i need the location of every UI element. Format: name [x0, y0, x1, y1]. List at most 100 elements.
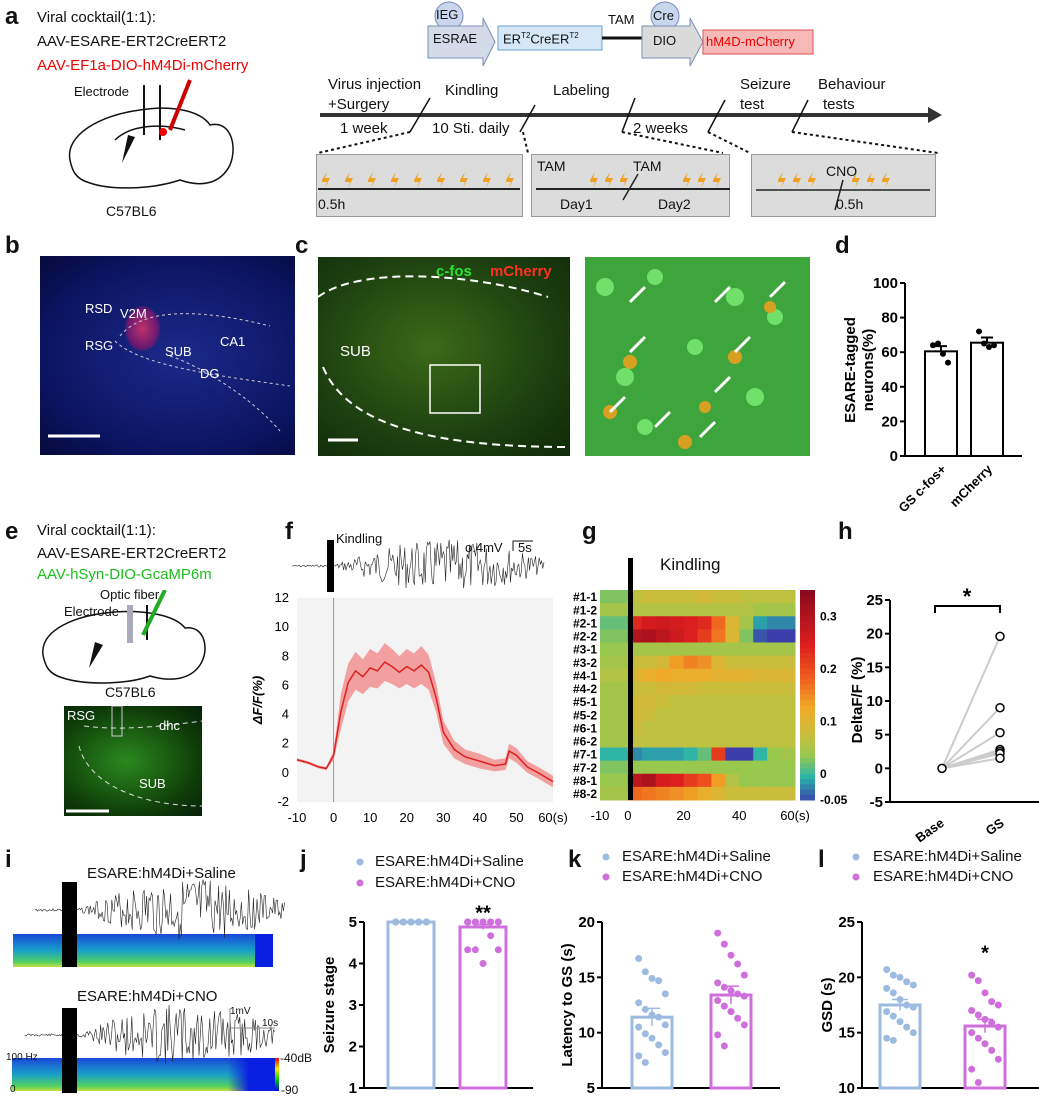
heatmap-cell	[600, 773, 615, 788]
heatmap-cell	[781, 590, 796, 604]
lightning-icon	[437, 172, 445, 188]
kindling-marker	[327, 540, 334, 592]
lightning-icon	[808, 172, 816, 188]
heatmap-cell	[613, 708, 629, 722]
db-colorbar	[275, 1058, 279, 1091]
heatmap-cell	[669, 721, 685, 735]
heatmap-cell	[697, 734, 712, 748]
data-point	[720, 983, 728, 991]
y-axis-label: neurons(%)	[860, 329, 877, 412]
panel-label-a: a	[5, 3, 19, 30]
heatmap-cell	[655, 695, 671, 709]
legend-marker	[356, 858, 364, 866]
colorbar-segment	[800, 721, 815, 727]
freq-zero: 0	[10, 1084, 16, 1095]
data-point	[986, 344, 992, 351]
virus-1: AAV-ESARE-ERT2CreERT2	[37, 33, 227, 50]
heatmap-cell	[781, 747, 796, 762]
y-tick-label: 5	[875, 727, 883, 744]
data-point	[714, 979, 722, 987]
data-point	[635, 1023, 643, 1031]
freq-top: 100 Hz	[6, 1052, 38, 1063]
heatmap-cell	[600, 708, 615, 722]
y-tick-label: 1	[349, 1080, 357, 1097]
lightning-icon	[322, 172, 330, 188]
colorbar-segment	[800, 695, 815, 701]
box2-tam2: TAM	[633, 158, 662, 174]
lightning-icon	[460, 172, 468, 188]
protocol-lines	[318, 173, 930, 211]
mcherry-label: mCherry	[490, 263, 552, 280]
heatmap-cell	[753, 734, 768, 748]
heatmap-cell	[753, 760, 768, 775]
colorbar-segment	[800, 621, 815, 628]
construct-ieg: IEG	[436, 7, 459, 22]
construct-tam: TAM	[608, 12, 635, 27]
legend-marker	[602, 853, 610, 861]
heatmap-cell	[683, 603, 698, 617]
heatmap-cell	[600, 642, 615, 657]
heatmap-cell	[711, 773, 726, 788]
heatmap-cell	[655, 734, 671, 748]
construct-ercreer: ERT2CreERT2	[503, 31, 579, 46]
data-point	[655, 1013, 663, 1021]
data-point	[968, 1029, 976, 1037]
heatmap-cell	[683, 721, 698, 735]
y-axis-label: Latency to GS (s)	[559, 943, 576, 1066]
heatmap-cell	[669, 655, 685, 670]
colorbar-segment	[800, 784, 815, 790]
y-tick-label: 4	[349, 956, 358, 973]
x-tick-label: 0	[624, 808, 631, 823]
heatmap-cell	[781, 786, 796, 801]
y-tick-label: 15	[838, 1025, 855, 1042]
data-point	[988, 1019, 996, 1027]
i-cno-label: ESARE:hM4Di+CNO	[77, 988, 218, 1005]
data-point	[720, 1042, 728, 1050]
lightning-icon	[483, 172, 491, 188]
data-point	[974, 977, 982, 985]
heatmap-cell	[781, 721, 796, 735]
event-labeling: Labeling	[553, 82, 610, 99]
y-tick-label: 20	[838, 969, 855, 986]
virus-2: AAV-EF1a-DIO-hM4Di-mCherry	[37, 57, 249, 74]
colorbar-tick-label: 0.2	[820, 662, 837, 676]
panel-label-l: l	[818, 846, 825, 873]
bar	[924, 350, 958, 457]
x-tick-label: 30	[436, 810, 450, 825]
heatmap-cell	[655, 681, 671, 696]
heatmap-cell	[781, 616, 796, 630]
data-point	[740, 992, 748, 1000]
duration-2weeks: 2 weeks	[633, 120, 689, 137]
y-tick-label: 6	[282, 677, 289, 692]
heatmap-cell	[753, 721, 768, 735]
y-tick-label: 20	[881, 413, 898, 430]
colorbar-segment	[800, 758, 815, 764]
y-tick-label: 0	[890, 448, 898, 465]
heatmap-cell	[655, 747, 671, 762]
data-point	[930, 342, 936, 349]
data-point	[903, 1001, 911, 1009]
gs-point	[995, 727, 1005, 738]
legend-marker	[356, 879, 364, 887]
row-label: #5-2	[573, 708, 597, 722]
fiber-label: Optic fiber	[100, 587, 160, 602]
lightning-icon	[368, 172, 376, 188]
heatmap-cell	[697, 590, 712, 604]
mean-trace	[296, 661, 554, 783]
row-label: #8-2	[573, 787, 597, 801]
data-point	[655, 977, 663, 985]
row-label: #6-2	[573, 735, 597, 749]
sub-label: SUB	[340, 343, 371, 360]
heatmap-cell	[697, 760, 712, 775]
heatmap-cell	[613, 655, 629, 670]
heatmap-cell	[725, 590, 740, 604]
er-sup: T2	[521, 31, 531, 40]
data-point	[994, 1055, 1002, 1063]
x-tick-label: 60(s)	[538, 810, 568, 825]
heatmap-cell	[697, 708, 712, 722]
colorbar-segment	[800, 674, 815, 680]
paired-line	[941, 707, 1001, 770]
heatmap-cell	[613, 721, 629, 735]
f-scale-t: 5s	[518, 540, 532, 555]
heatmap-cell	[613, 695, 629, 709]
